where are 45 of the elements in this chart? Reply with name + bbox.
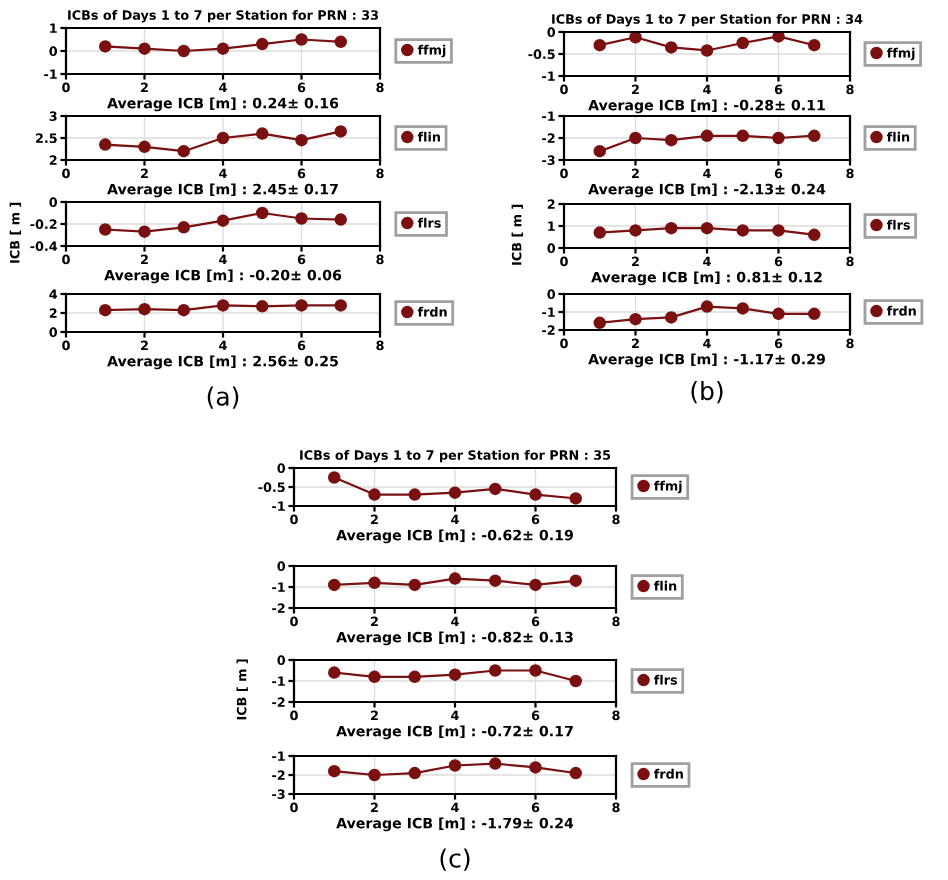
point <box>665 41 678 54</box>
point <box>489 482 502 496</box>
point <box>529 488 542 501</box>
point <box>216 214 230 227</box>
point <box>629 131 642 145</box>
point <box>808 38 821 52</box>
point <box>256 206 269 220</box>
text: (c) <box>440 848 470 871</box>
point <box>295 212 308 225</box>
point <box>138 140 151 154</box>
point <box>177 221 190 234</box>
point <box>99 138 112 151</box>
point <box>772 32 785 43</box>
point <box>368 488 381 501</box>
point <box>700 129 714 143</box>
point <box>408 488 421 501</box>
text: (b) <box>691 380 723 404</box>
point <box>808 307 821 321</box>
point <box>593 144 606 158</box>
point <box>665 311 678 324</box>
point <box>593 38 606 52</box>
point <box>295 133 308 147</box>
point <box>177 144 190 158</box>
text: (a) <box>207 386 239 409</box>
point <box>216 131 230 145</box>
point <box>569 492 582 505</box>
point <box>700 44 714 57</box>
point <box>808 129 821 143</box>
point <box>256 127 269 140</box>
point <box>772 307 785 321</box>
point <box>736 129 749 143</box>
point <box>629 312 642 326</box>
point <box>736 36 749 50</box>
point <box>334 125 347 138</box>
point <box>665 133 678 147</box>
point <box>334 213 347 226</box>
point <box>328 471 341 484</box>
point <box>99 223 112 236</box>
point <box>772 131 785 145</box>
point <box>593 316 606 330</box>
point <box>736 302 749 315</box>
point <box>448 486 462 499</box>
point <box>629 32 642 44</box>
point <box>138 225 151 238</box>
point <box>700 300 714 313</box>
